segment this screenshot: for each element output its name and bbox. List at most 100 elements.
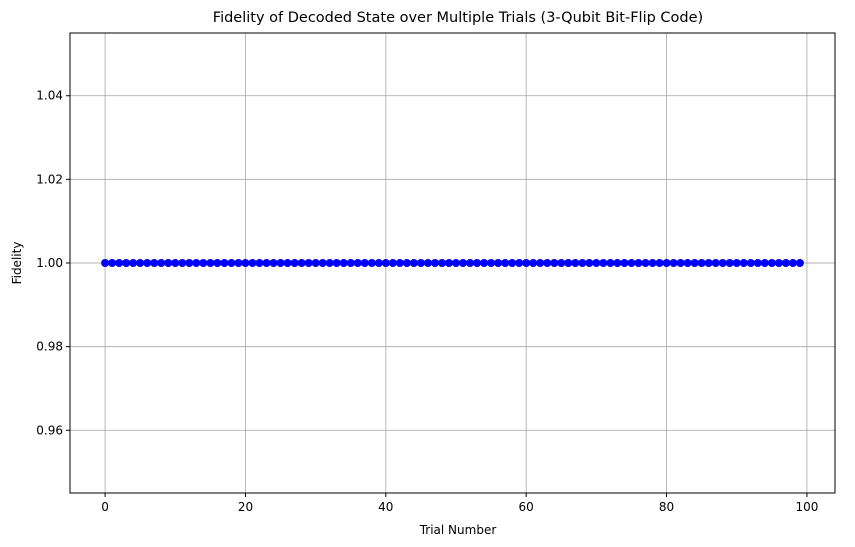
data-point [557, 259, 566, 267]
data-point [781, 259, 790, 267]
data-point [648, 259, 657, 267]
data-point [157, 259, 166, 267]
data-point [627, 259, 636, 267]
y-axis-label: Fidelity [10, 242, 24, 285]
data-point [655, 259, 664, 267]
data-point [360, 259, 369, 267]
data-point [571, 259, 580, 267]
data-point [423, 259, 432, 267]
data-point [536, 259, 545, 267]
data-point [304, 259, 313, 267]
data-point [178, 259, 187, 267]
data-point [171, 259, 180, 267]
data-point [550, 259, 559, 267]
x-tick-label: 80 [659, 500, 674, 514]
data-point [767, 259, 776, 267]
data-point [185, 259, 194, 267]
data-point [620, 259, 629, 267]
data-point [515, 259, 524, 267]
x-axis: 0 20 40 60 80 100 [101, 493, 818, 514]
data-point [143, 259, 152, 267]
x-axis-label: Trial Number [419, 523, 497, 537]
data-point [262, 259, 271, 267]
data-point [473, 259, 482, 267]
data-point [753, 259, 762, 267]
data-point [452, 259, 461, 267]
data-point [732, 259, 741, 267]
data-point [108, 259, 117, 267]
data-point [522, 259, 531, 267]
data-point [613, 259, 622, 267]
data-point [585, 259, 594, 267]
data-point [578, 259, 587, 267]
data-point [220, 259, 229, 267]
data-point [444, 259, 453, 267]
x-tick-label: 100 [795, 500, 818, 514]
data-point [599, 259, 608, 267]
data-point [746, 259, 755, 267]
data-point [508, 259, 517, 267]
data-point [564, 259, 573, 267]
data-point [501, 259, 510, 267]
data-point [325, 259, 334, 267]
y-axis: 0.96 0.98 1.00 1.02 1.04 [36, 89, 70, 437]
data-point [634, 259, 643, 267]
data-point [606, 259, 615, 267]
x-tick-label: 60 [519, 500, 534, 514]
data-point [248, 259, 257, 267]
data-point [122, 259, 131, 267]
x-tick-label: 0 [101, 500, 109, 514]
data-point [774, 259, 783, 267]
chart-title: Fidelity of Decoded State over Multiple … [213, 10, 703, 26]
data-point [255, 259, 264, 267]
data-point [430, 259, 439, 267]
data-point [353, 259, 362, 267]
data-point [683, 259, 692, 267]
data-point [690, 259, 699, 267]
data-point [276, 259, 285, 267]
data-point [381, 259, 390, 267]
data-point [388, 259, 397, 267]
data-point [760, 259, 769, 267]
data-point [129, 259, 138, 267]
data-point [718, 259, 727, 267]
data-point [487, 259, 496, 267]
data-point [318, 259, 327, 267]
x-tick-label: 20 [238, 500, 253, 514]
data-point [676, 259, 685, 267]
data-point [164, 259, 173, 267]
data-point [311, 259, 320, 267]
data-point [725, 259, 734, 267]
data-point [459, 259, 468, 267]
series-group [101, 259, 804, 267]
data-point [480, 259, 489, 267]
data-point [409, 259, 418, 267]
data-point [466, 259, 475, 267]
data-point [332, 259, 341, 267]
data-point [374, 259, 383, 267]
y-tick-label: 1.02 [36, 172, 63, 186]
data-point [213, 259, 222, 267]
data-point [437, 259, 446, 267]
data-point [297, 259, 306, 267]
data-point [402, 259, 411, 267]
data-point [788, 259, 797, 267]
y-tick-label: 1.04 [36, 89, 63, 103]
data-point [290, 259, 299, 267]
data-point [669, 259, 678, 267]
data-point [150, 259, 159, 267]
data-point [543, 259, 552, 267]
data-point [269, 259, 278, 267]
data-point [199, 259, 208, 267]
data-point [206, 259, 215, 267]
data-point [795, 259, 804, 267]
y-tick-label: 1.00 [36, 256, 63, 270]
data-point [704, 259, 713, 267]
data-point [283, 259, 292, 267]
data-point [739, 259, 748, 267]
data-point [234, 259, 243, 267]
data-point [101, 259, 110, 267]
data-point [339, 259, 348, 267]
data-point [711, 259, 720, 267]
